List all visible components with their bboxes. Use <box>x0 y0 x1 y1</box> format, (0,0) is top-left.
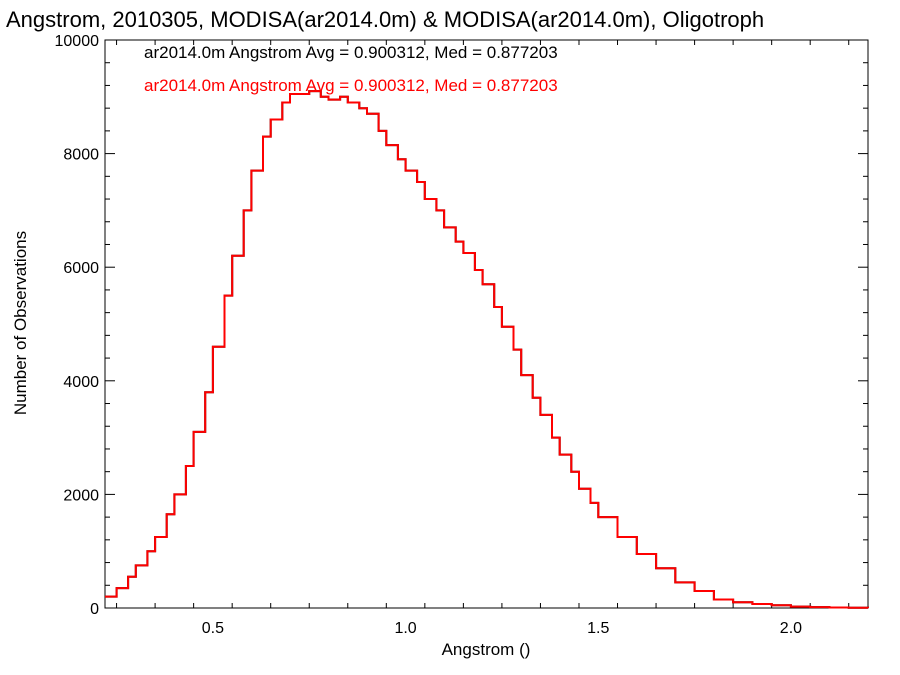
series-layer <box>105 90 869 609</box>
x-axis-label: Angstrom () <box>442 640 531 659</box>
y-tick-label: 6000 <box>63 260 99 277</box>
x-tick-label: 1.0 <box>394 620 416 637</box>
y-tick-label: 0 <box>90 601 99 618</box>
series-line-black <box>105 90 869 609</box>
y-axis-label: Number of Observations <box>11 231 30 415</box>
y-tick-label: 10000 <box>55 33 100 50</box>
annotation-red: ar2014.0m Angstrom Avg = 0.900312, Med =… <box>144 76 558 95</box>
chart-title: Angstrom, 2010305, MODISA(ar2014.0m) & M… <box>6 7 764 32</box>
x-tick-label: 2.0 <box>780 620 802 637</box>
y-axis: 0 2000 4000 6000 8000 10000 <box>55 33 868 618</box>
y-tick-label: 2000 <box>63 487 99 504</box>
y-tick-label: 4000 <box>63 374 99 391</box>
y-tick-label: 8000 <box>63 147 99 164</box>
annotation-black: ar2014.0m Angstrom Avg = 0.900312, Med =… <box>144 43 558 62</box>
plot-frame <box>104 39 869 609</box>
x-tick-label: 1.5 <box>587 620 609 637</box>
series-line-red <box>105 90 869 609</box>
x-axis: 0.5 1.0 1.5 2.0 <box>116 40 850 637</box>
x-tick-label: 0.5 <box>202 620 224 637</box>
